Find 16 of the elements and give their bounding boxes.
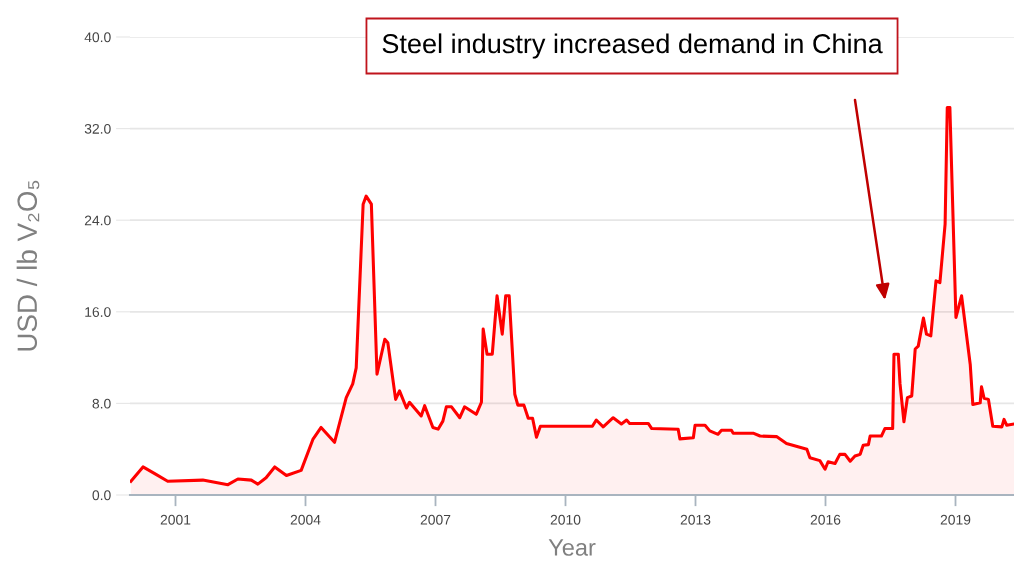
- x-tick-label: 2010: [550, 514, 581, 525]
- y-axis-title: USD / lb V₂O₅: [16, 180, 40, 351]
- y-tick-label: 0.0: [92, 490, 111, 501]
- y-tick-label: 40.0: [84, 32, 111, 43]
- x-tick-label: 2004: [290, 514, 321, 525]
- y-tick-label: 16.0: [85, 307, 111, 317]
- x-axis-title: Year: [548, 539, 596, 556]
- x-tick-label: 2001: [160, 514, 191, 525]
- annotation: Steel industry increased demand in China: [382, 33, 883, 59]
- y-tick-label: 24.0: [84, 215, 111, 226]
- y-tick-label: 8.0: [92, 398, 111, 409]
- y-tick-label: 32.0: [84, 123, 111, 134]
- x-tick-label: 2013: [680, 514, 711, 525]
- x-tick-label: 2019: [940, 514, 971, 525]
- x-tick-label: 2007: [420, 514, 451, 525]
- x-tick-label: 2016: [810, 514, 841, 525]
